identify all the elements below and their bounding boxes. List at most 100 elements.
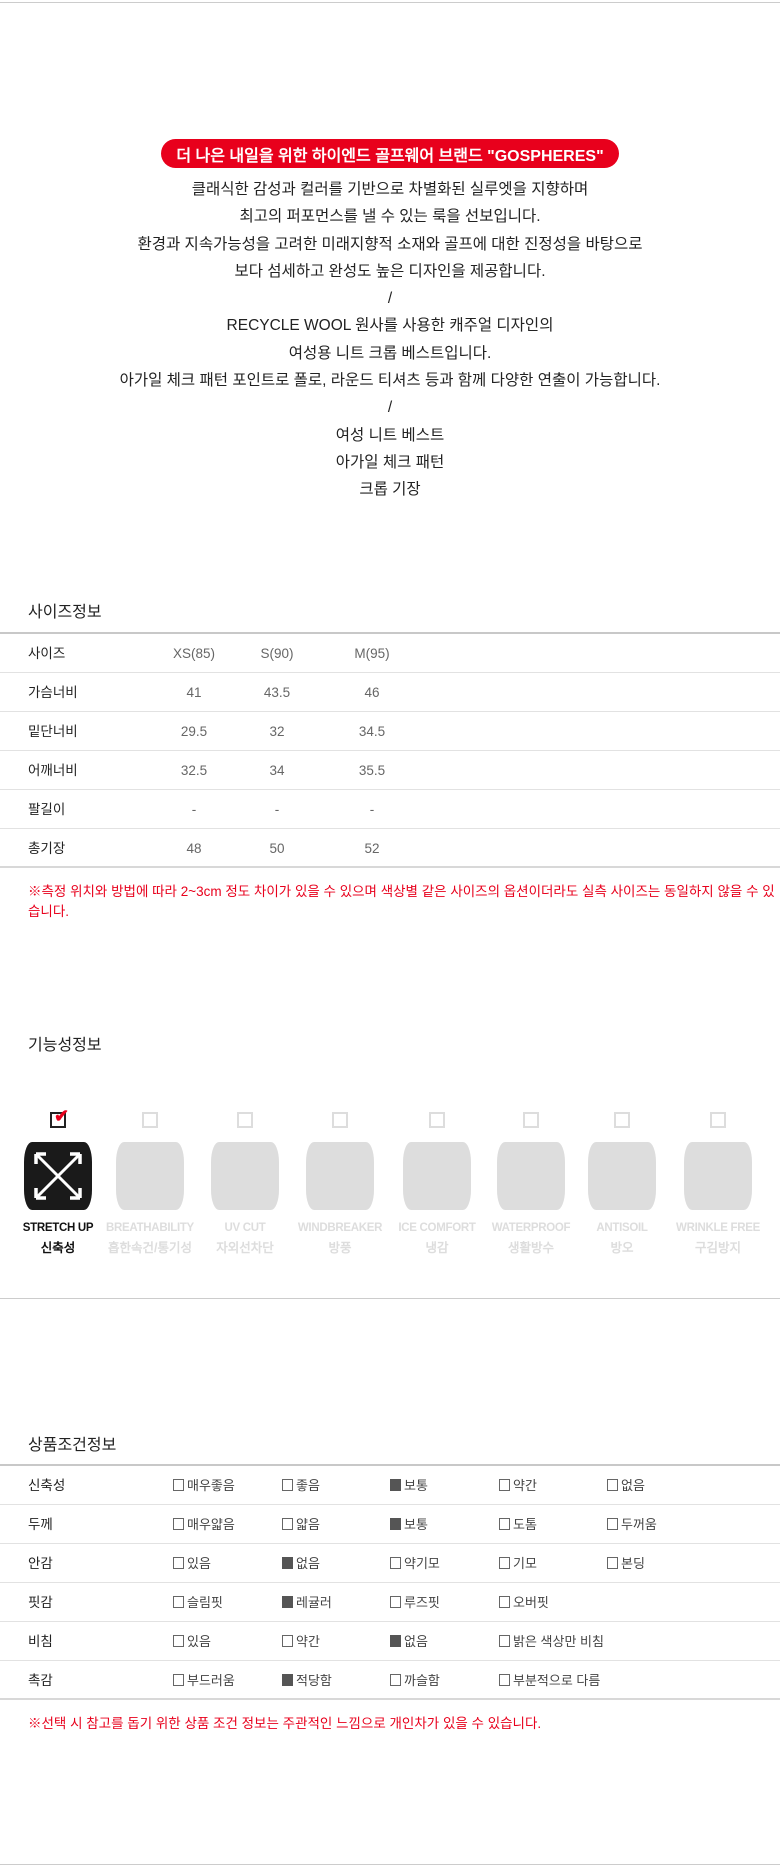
windbreaker-icon xyxy=(306,1142,374,1210)
condition-option: 있음 xyxy=(173,1544,211,1583)
size-cell: - xyxy=(191,802,197,817)
function-item-en: BREATHABILITY xyxy=(106,1222,194,1234)
condition-option-label: 없음 xyxy=(404,1634,428,1649)
condition-option-label: 밝은 색상만 비침 xyxy=(513,1634,604,1649)
function-item-en: WRINKLE FREE xyxy=(676,1222,760,1234)
unchecked-box-icon xyxy=(499,1518,510,1530)
size-cell: 50 xyxy=(269,841,285,856)
condition-option: 있음 xyxy=(173,1622,211,1661)
condition-option: 슬림핏 xyxy=(173,1583,223,1622)
function-item: ICE COMFORT 냉감 xyxy=(390,1112,484,1256)
size-cell: 34.5 xyxy=(358,724,386,739)
condition-row-label: 두께 xyxy=(28,1517,53,1532)
checkbox-icon xyxy=(142,1112,158,1128)
unchecked-box-icon xyxy=(499,1479,510,1491)
condition-option-label: 부분적으로 다름 xyxy=(513,1673,601,1688)
size-row-label: 사이즈 xyxy=(28,646,66,661)
condition-option: 약기모 xyxy=(390,1544,440,1583)
description-line: / xyxy=(387,399,393,417)
function-item-en: WATERPROOF xyxy=(491,1222,571,1234)
unchecked-box-icon xyxy=(173,1674,184,1686)
description-line: 아가일 체크 패턴 포인트로 폴로, 라운드 티셔츠 등과 함께 다양한 연출이… xyxy=(119,372,661,390)
size-cell: - xyxy=(274,802,280,817)
unchecked-box-icon xyxy=(607,1479,618,1491)
condition-option: 없음 xyxy=(607,1466,645,1505)
function-item: WINDBREAKER 방풍 xyxy=(293,1112,387,1256)
condition-option: 오버핏 xyxy=(499,1583,549,1622)
size-row: 밑단너비 29.5 32 34.5 xyxy=(0,712,780,751)
unchecked-box-icon xyxy=(499,1596,510,1608)
condition-option: 좋음 xyxy=(282,1466,320,1505)
condition-table: 신축성 매우좋음 좋음 보통 약간 없음 두께 매우얇음 얇음 보통 도톰 두꺼움 안감 있음 없음 약기모 기… xyxy=(0,1466,780,1700)
function-item-en: WINDBREAKER xyxy=(297,1222,383,1234)
condition-row-label: 신축성 xyxy=(28,1478,66,1493)
function-item-ko: 생활방수 xyxy=(507,1241,554,1255)
size-cell: - xyxy=(369,802,375,817)
condition-option-label: 두꺼움 xyxy=(621,1517,657,1532)
description-line: 환경과 지속가능성을 고려한 미래지향적 소재와 골프에 대한 진정성을 바탕으… xyxy=(137,235,643,253)
condition-row: 비침 있음 약간 없음 밝은 색상만 비침 xyxy=(0,1622,780,1661)
condition-option: 레귤러 xyxy=(282,1583,332,1622)
condition-option-label: 부드러움 xyxy=(187,1673,235,1688)
unchecked-box-icon xyxy=(173,1635,184,1647)
function-item-ko: 신축성 xyxy=(40,1241,76,1255)
condition-option: 적당함 xyxy=(282,1661,332,1700)
function-item: WRINKLE FREE 구김방지 xyxy=(671,1112,765,1256)
size-table-top-line xyxy=(0,632,780,634)
function-icons: ✔ STRETCH UP 신축성 BREATHABILITY 흡한속건/통기성 UV CU… xyxy=(0,1106,780,1272)
condition-option-label: 기모 xyxy=(513,1556,537,1571)
unchecked-box-icon xyxy=(173,1596,184,1608)
description-line: RECYCLE WOOL 원사를 사용한 캐주얼 디자인의 xyxy=(226,317,554,335)
condition-row: 촉감 부드러움 적당함 까슬함 부분적으로 다름 xyxy=(0,1661,780,1700)
uv-cut-icon xyxy=(211,1142,279,1210)
condition-option-label: 없음 xyxy=(621,1478,645,1493)
function-item: UV CUT 자외선차단 xyxy=(198,1112,292,1256)
description-line: 최고의 퍼포먼스를 낼 수 있는 룩을 선보입니다. xyxy=(239,208,541,226)
condition-option: 본딩 xyxy=(607,1544,645,1583)
description-line: 클래식한 감성과 컬러를 기반으로 차별화된 실루엣을 지향하며 xyxy=(191,181,589,198)
description-line: 여성용 니트 크롭 베스트입니다. xyxy=(288,344,492,362)
function-item-ko: 방오 xyxy=(610,1241,634,1255)
condition-option: 기모 xyxy=(499,1544,537,1583)
checked-box-icon xyxy=(282,1674,293,1686)
size-row: 어깨너비 32.5 34 35.5 xyxy=(0,751,780,790)
unchecked-box-icon xyxy=(173,1479,184,1491)
unchecked-box-icon xyxy=(282,1479,293,1491)
unchecked-box-icon xyxy=(607,1518,618,1530)
condition-option-label: 좋음 xyxy=(296,1478,320,1493)
size-note: ※측정 위치와 방법에 따라 2~3cm 정도 차이가 있을 수 있으며 색상별… xyxy=(28,884,775,919)
function-item: ANTISOIL 방오 xyxy=(575,1112,669,1256)
function-item-en: STRETCH UP xyxy=(22,1222,94,1234)
size-row-label: 팔길이 xyxy=(28,802,66,817)
size-cell: 29.5 xyxy=(180,724,208,739)
top-divider xyxy=(0,2,780,3)
function-info-title: 기능성정보 xyxy=(28,1037,102,1054)
unchecked-box-icon xyxy=(282,1635,293,1647)
condition-option: 매우좋음 xyxy=(173,1466,235,1505)
condition-option-label: 약간 xyxy=(296,1634,320,1649)
size-row: 사이즈 XS(85) S(90) M(95) xyxy=(0,634,780,673)
condition-option-label: 본딩 xyxy=(621,1556,645,1571)
condition-option-label: 레귤러 xyxy=(296,1595,332,1610)
size-row: 팔길이 - - - xyxy=(0,790,780,829)
unchecked-box-icon xyxy=(499,1635,510,1647)
function-item-en: UV CUT xyxy=(224,1222,266,1234)
condition-option: 밝은 색상만 비침 xyxy=(499,1622,604,1661)
condition-row-label: 안감 xyxy=(28,1556,53,1571)
checked-box-icon xyxy=(390,1518,401,1530)
condition-option: 보통 xyxy=(390,1505,428,1544)
condition-option: 루즈핏 xyxy=(390,1583,440,1622)
function-item: BREATHABILITY 흡한속건/통기성 xyxy=(103,1112,197,1256)
size-cell: 32.5 xyxy=(180,763,208,778)
function-item-en: ANTISOIL xyxy=(596,1222,648,1234)
function-item-ko: 구김방지 xyxy=(694,1241,741,1255)
ice-comfort-icon xyxy=(403,1142,471,1210)
condition-option-label: 있음 xyxy=(187,1556,211,1571)
condition-row-label: 핏감 xyxy=(28,1595,53,1610)
function-item-en: ICE COMFORT xyxy=(398,1222,476,1234)
wrinkle-free-icon xyxy=(684,1142,752,1210)
unchecked-box-icon xyxy=(173,1518,184,1530)
checkbox-icon xyxy=(429,1112,445,1128)
function-item-ko: 냉감 xyxy=(425,1241,449,1255)
